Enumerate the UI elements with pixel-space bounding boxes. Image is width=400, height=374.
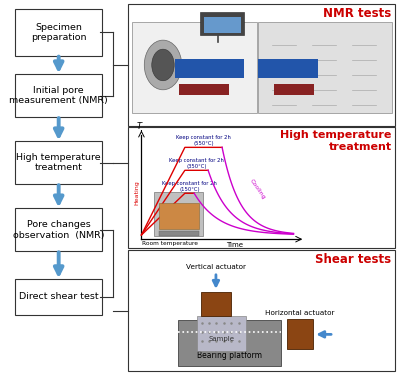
Text: High temperature
treatment: High temperature treatment: [280, 131, 392, 152]
Bar: [128, 128, 396, 248]
Text: Bearing platform: Bearing platform: [197, 351, 262, 360]
Bar: [200, 12, 244, 35]
Bar: [197, 316, 246, 351]
Bar: [258, 59, 318, 78]
Text: Pore changes
observation  (NMR): Pore changes observation (NMR): [13, 220, 104, 240]
Bar: [287, 319, 313, 349]
Text: Specimen
preparation: Specimen preparation: [31, 23, 86, 42]
Ellipse shape: [144, 40, 182, 90]
Bar: [128, 4, 396, 126]
Text: Direct shear test: Direct shear test: [19, 292, 98, 301]
Bar: [176, 59, 244, 78]
Text: Shear tests: Shear tests: [316, 253, 392, 266]
Text: Horizontal actuator: Horizontal actuator: [265, 310, 335, 316]
Bar: [201, 292, 231, 316]
Bar: [179, 84, 229, 95]
Bar: [159, 203, 198, 230]
FancyBboxPatch shape: [15, 141, 102, 184]
Text: T: T: [137, 122, 142, 131]
Bar: [154, 192, 204, 236]
FancyBboxPatch shape: [15, 208, 102, 251]
Bar: [178, 320, 281, 366]
FancyBboxPatch shape: [15, 9, 102, 56]
Bar: [132, 22, 256, 113]
Text: Keep constant for 2h
(350°C): Keep constant for 2h (350°C): [169, 158, 224, 169]
FancyBboxPatch shape: [15, 74, 102, 117]
Bar: [128, 250, 396, 371]
Text: Vertical actuator: Vertical actuator: [186, 264, 246, 270]
Bar: [274, 84, 314, 95]
Text: Keep constant for 2h
(150°C): Keep constant for 2h (150°C): [162, 181, 217, 192]
FancyBboxPatch shape: [15, 279, 102, 315]
Ellipse shape: [152, 49, 174, 81]
Bar: [159, 231, 198, 236]
Bar: [204, 16, 240, 33]
Text: NMR tests: NMR tests: [323, 7, 392, 21]
Text: Sample: Sample: [208, 336, 234, 342]
Text: High temperature
treatment: High temperature treatment: [16, 153, 101, 172]
Text: Room temperature: Room temperature: [142, 241, 198, 246]
Text: Heating: Heating: [134, 180, 139, 205]
Text: Cooling: Cooling: [249, 178, 267, 200]
Text: Keep constant for 2h
(550°C): Keep constant for 2h (550°C): [176, 135, 231, 146]
Text: Time: Time: [226, 242, 243, 248]
Bar: [258, 22, 392, 113]
Text: Initial pore
measurement (NMR): Initial pore measurement (NMR): [9, 86, 108, 105]
